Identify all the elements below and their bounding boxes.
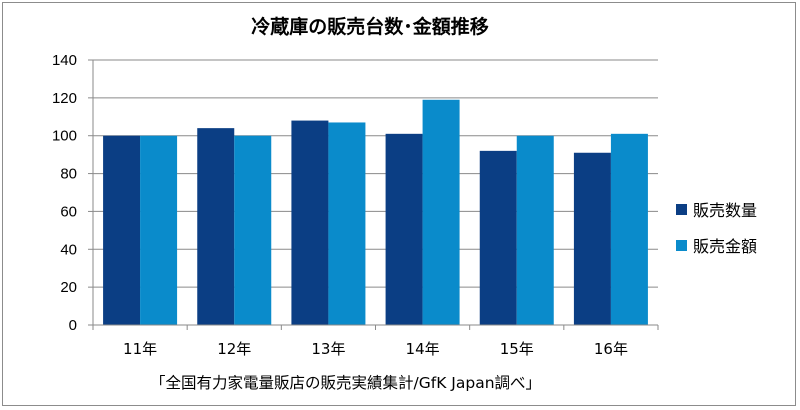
y-tick-label: 120	[52, 90, 77, 107]
legend-item-amount: 販売金額	[676, 234, 757, 256]
bar-quantity	[291, 120, 329, 325]
x-tick-label: 15年	[500, 340, 534, 358]
y-tick-label: 60	[60, 203, 77, 220]
x-tick-label: 12年	[217, 340, 251, 358]
bar-amount	[610, 133, 648, 325]
chart-title: 冷蔵庫の販売台数･金額推移	[251, 16, 489, 38]
bars	[103, 99, 648, 325]
legend-swatch-amount	[676, 239, 687, 251]
y-tick-label: 100	[52, 128, 77, 145]
legend: 販売数量 販売金額	[676, 198, 757, 270]
bar-amount	[140, 135, 178, 325]
legend-label-amount: 販売金額	[693, 237, 758, 256]
source-note: 「全国有力家電量販店の販売実績集計/GfK Japan調べ」	[150, 374, 542, 392]
legend-swatch-quantity	[676, 203, 687, 215]
bar-amount	[422, 99, 460, 325]
bar-quantity	[385, 133, 423, 325]
x-tick-label: 16年	[594, 340, 628, 358]
legend-label-quantity: 販売数量	[693, 201, 758, 220]
bar-amount	[234, 135, 272, 325]
y-tick-label: 0	[69, 317, 77, 334]
bar-quantity	[197, 128, 235, 325]
bar-quantity	[573, 152, 611, 325]
bar-amount	[328, 122, 366, 325]
x-tick-label: 11年	[123, 340, 157, 358]
bar-quantity	[479, 150, 517, 325]
y-tick-label: 40	[60, 241, 77, 258]
gridlines	[93, 59, 658, 326]
bar-quantity	[103, 135, 141, 325]
x-axis: 11年 12年 13年 14年 15年 16年	[92, 324, 659, 358]
bar-amount	[516, 135, 554, 325]
y-tick-label: 140	[52, 52, 77, 69]
y-tick-label: 80	[60, 166, 77, 183]
x-tick-label: 13年	[311, 340, 345, 358]
y-axis: 0 20 40 60 80 100 120 140	[52, 52, 94, 334]
y-tick-label: 20	[60, 279, 77, 296]
x-tick-label: 14年	[406, 340, 440, 358]
legend-item-quantity: 販売数量	[676, 198, 757, 220]
